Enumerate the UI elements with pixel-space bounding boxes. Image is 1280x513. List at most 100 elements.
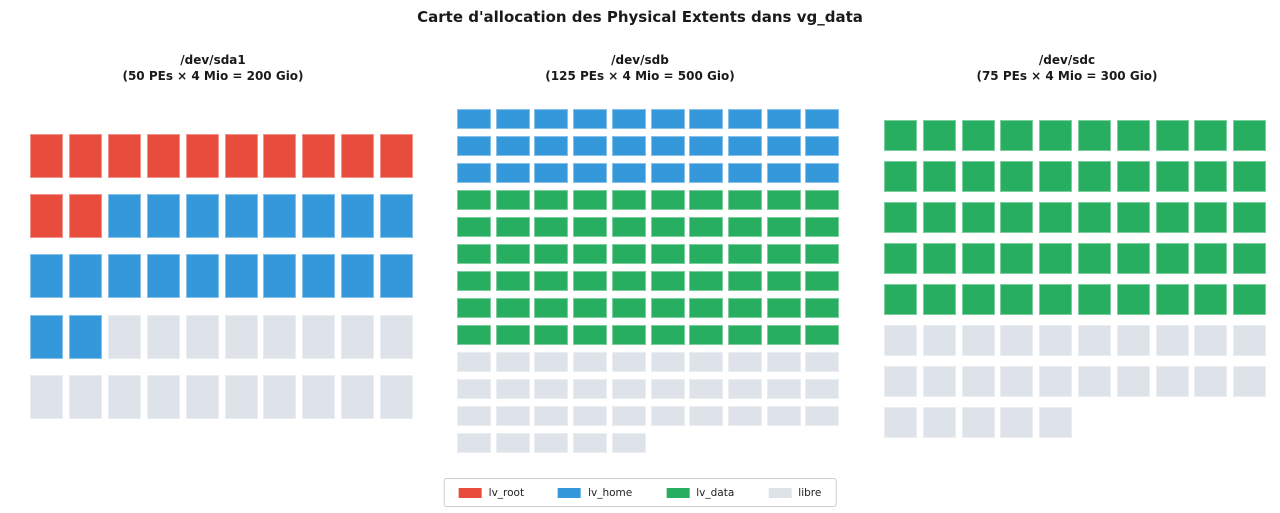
pe-cell-lv_data (1039, 161, 1072, 192)
pe-cell-lv_data (1078, 161, 1111, 192)
pe-cell-libre (962, 325, 995, 356)
pe-cell-libre (302, 375, 335, 419)
pe-cell-lv_home (457, 163, 491, 183)
pe-cell-lv_data (457, 244, 491, 264)
pe-cell-lv_data (496, 190, 530, 210)
pe-cell-lv_home (496, 109, 530, 129)
pe-cell-lv_data (1233, 161, 1266, 192)
pe-cell-libre (884, 325, 917, 356)
pe-cell-libre (1000, 407, 1033, 438)
pe-cell-lv_data (767, 244, 801, 264)
pe-cell-libre (225, 315, 258, 359)
pe-cell-libre (728, 379, 762, 399)
pe-cell-lv_home (689, 163, 723, 183)
pe-cell-lv_data (612, 190, 646, 210)
legend-swatch-lv_root (458, 487, 482, 498)
pe-cell-lv_data (728, 190, 762, 210)
pe-cell-lv_home (225, 254, 258, 298)
pe-cell-lv_data (1156, 284, 1189, 315)
device-name: /dev/sdc (1038, 53, 1096, 67)
pe-cell-lv_data (612, 244, 646, 264)
pe-cell-libre (651, 406, 685, 426)
pe-cell-libre (263, 315, 296, 359)
pe-cell-lv_data (1117, 120, 1150, 151)
pe-cell-lv_data (1117, 161, 1150, 192)
pe-cell-lv_data (962, 161, 995, 192)
pe-cell-lv_home (767, 136, 801, 156)
pe-cell-lv_data (728, 217, 762, 237)
pe-cell-lv_root (30, 134, 63, 178)
pe-cell-lv_data (457, 271, 491, 291)
pe-cell-lv_data (962, 120, 995, 151)
panel-header-sda1: /dev/sda1 (50 PEs × 4 Mio = 200 Gio) (19, 52, 407, 84)
pe-cell-lv_data (1156, 202, 1189, 233)
pe-cell-libre (457, 379, 491, 399)
pe-cell-libre (1156, 366, 1189, 397)
pe-cell-lv_data (651, 271, 685, 291)
pe-cell-lv_data (962, 202, 995, 233)
pe-cell-lv_data (689, 298, 723, 318)
pe-cell-lv_root (186, 134, 219, 178)
pe-cell-lv_data (1039, 243, 1072, 274)
pe-cell-lv_data (496, 298, 530, 318)
pe-cell-libre (923, 407, 956, 438)
pe-cell-lv_home (380, 254, 413, 298)
pe-cell-lv_home (147, 194, 180, 238)
panel-header-sdc: /dev/sdc (75 PEs × 4 Mio = 300 Gio) (873, 52, 1261, 84)
pe-cell-lv_data (534, 298, 568, 318)
pe-cell-libre (1039, 325, 1072, 356)
pe-cell-libre (263, 375, 296, 419)
legend-label: libre (798, 486, 822, 499)
pe-cell-lv_data (962, 243, 995, 274)
pe-cell-lv_data (1156, 161, 1189, 192)
pe-cell-libre (341, 315, 374, 359)
pe-cell-lv_data (805, 271, 839, 291)
pe-cell-libre (573, 352, 607, 372)
pe-cell-lv_home (186, 254, 219, 298)
pe-cell-lv_home (651, 109, 685, 129)
pe-cell-lv_data (1078, 202, 1111, 233)
pe-cell-lv_data (884, 284, 917, 315)
pe-cell-lv_data (573, 190, 607, 210)
pe-cell-libre (1039, 366, 1072, 397)
pe-cell-lv_data (767, 190, 801, 210)
pe-cell-libre (767, 352, 801, 372)
pe-cell-libre (805, 406, 839, 426)
pe-cell-libre (341, 375, 374, 419)
pe-cell-lv_root (380, 134, 413, 178)
pe-cell-lv_home (457, 109, 491, 129)
pe-cell-lv_home (341, 194, 374, 238)
pe-cell-libre (1156, 325, 1189, 356)
legend-item-lv_data: lv_data (666, 487, 734, 499)
pe-cell-lv_data (573, 298, 607, 318)
pe-cell-lv_root (69, 194, 102, 238)
pe-cell-lv_data (457, 298, 491, 318)
pe-cell-libre (805, 379, 839, 399)
pe-cell-lv_data (1233, 243, 1266, 274)
pe-cell-lv_data (689, 271, 723, 291)
pe-cell-libre (612, 379, 646, 399)
pe-cell-lv_home (689, 136, 723, 156)
pe-cell-lv_home (496, 163, 530, 183)
pe-cell-lv_data (689, 325, 723, 345)
pe-cell-lv_data (612, 217, 646, 237)
pe-cell-lv_data (457, 190, 491, 210)
pe-cell-libre (767, 406, 801, 426)
pe-cell-lv_data (1194, 120, 1227, 151)
pe-cell-lv_data (612, 325, 646, 345)
pe-cell-libre (534, 433, 568, 453)
pe-cell-lv_data (767, 217, 801, 237)
pe-cell-libre (923, 325, 956, 356)
pe-cell-lv_home (573, 163, 607, 183)
pe-cell-libre (962, 366, 995, 397)
pe-cell-lv_root (69, 134, 102, 178)
legend-label: lv_root (488, 486, 525, 499)
pe-cell-libre (534, 379, 568, 399)
pe-cell-libre (496, 433, 530, 453)
pe-cell-lv_home (728, 136, 762, 156)
pe-cell-lv_data (962, 284, 995, 315)
pe-cell-lv_home (534, 163, 568, 183)
pe-cell-lv_data (1194, 202, 1227, 233)
pe-cell-lv_data (534, 190, 568, 210)
